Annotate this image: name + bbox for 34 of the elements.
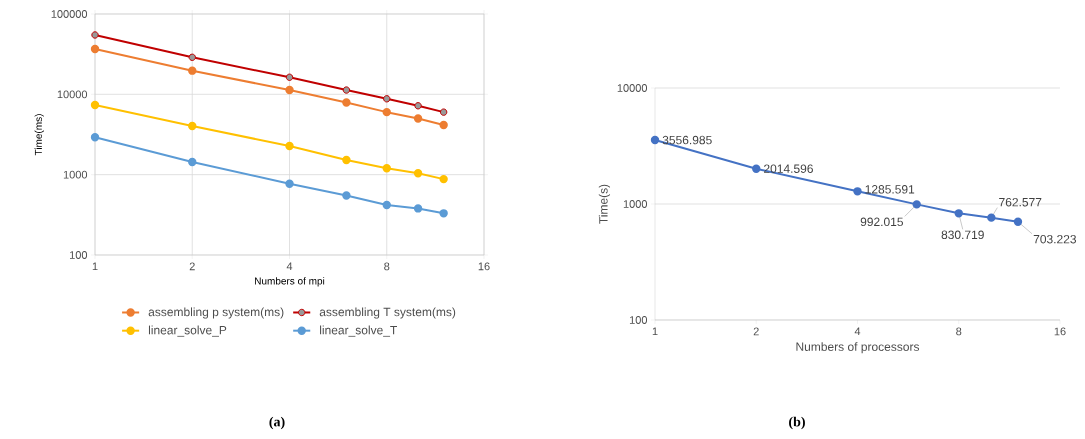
legend-label: assembling T system(ms) <box>319 307 456 319</box>
y-axis-title: Time(ms) <box>34 114 44 156</box>
data-label: 992.015 <box>860 217 903 227</box>
x-tick-label: 16 <box>1054 327 1066 336</box>
data-label: 1285.591 <box>865 185 915 194</box>
text: (b) <box>789 416 805 430</box>
y-tick-label: 100 <box>629 316 648 324</box>
y-tick-label: 100000 <box>51 10 88 18</box>
data-label: 703.223 <box>1033 234 1077 244</box>
text: (a) <box>269 416 285 430</box>
legend-label: linear_solve_P <box>148 325 227 337</box>
y-tick-label: 10000 <box>617 84 648 92</box>
legend-label: linear_solve_T <box>320 325 397 337</box>
x-tick-label: 4 <box>286 262 293 271</box>
x-tick-label: 8 <box>384 262 390 271</box>
y-tick-label: 1000 <box>63 170 88 179</box>
data-label: 3556.985 <box>662 135 712 145</box>
x-axis-title: Numbers of mpi <box>255 277 325 287</box>
x-tick-label: 2 <box>189 262 195 271</box>
x-tick-label: 8 <box>956 327 962 336</box>
x-tick-label: 1 <box>92 262 98 271</box>
y-axis-title: Time(s) <box>598 184 611 224</box>
y-tick-label: 10000 <box>57 90 88 99</box>
x-tick-label: 2 <box>753 327 759 336</box>
x-tick-label: 1 <box>652 327 658 336</box>
y-tick-label: 100 <box>70 251 88 259</box>
x-tick-label: 16 <box>478 262 490 271</box>
data-label: 830.719 <box>941 230 984 240</box>
data-label: 762.577 <box>999 197 1042 207</box>
x-axis-title: Numbers of processors <box>796 342 920 354</box>
legend-label: assembling p system(ms) <box>148 307 284 319</box>
y-tick-label: 1000 <box>623 200 648 208</box>
x-tick-label: 4 <box>854 327 861 336</box>
data-label: 2014.596 <box>764 164 813 173</box>
